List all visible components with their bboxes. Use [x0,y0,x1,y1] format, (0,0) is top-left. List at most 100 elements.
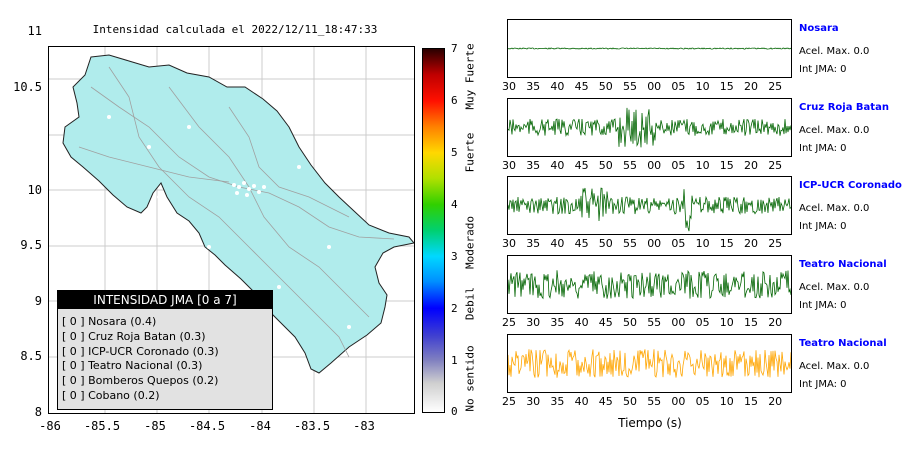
waveform-tick-label: 55 [647,395,662,408]
waveform-tick-label: 35 [550,395,565,408]
waveform-tick-label: 45 [574,237,589,250]
waveform-tick-label: 30 [502,237,516,250]
waveform-tick-label: 15 [719,237,734,250]
station-accel: Acel. Max. 0.0 [799,282,870,293]
waveform-tick-label: 10 [695,159,710,172]
waveform-tick-label: 50 [623,316,637,329]
waveform-tick-label: 45 [598,316,613,329]
waveform-tick-label: 40 [574,316,589,329]
legend-item: [ 0 ] Cobano (0.2) [62,388,160,402]
colorbar-tick: 2 [451,302,458,315]
colorbar-category: Fuerte [463,132,477,173]
waveform-tick-label: 25 [768,159,783,172]
waveform-tick-label: 00 [647,159,662,172]
waveform-tick-label: 10 [695,237,710,250]
legend-item: [ 0 ] Cruz Roja Batan (0.3) [62,329,206,343]
waveform-tick-label: 50 [598,159,613,172]
intensity-colorbar [422,48,445,413]
waveform-xlabel: Tiempo (s) [618,416,682,430]
waveform-tick-label: 35 [526,159,541,172]
waveform-tick-label: 15 [719,159,734,172]
waveform-tick-label: 55 [647,316,662,329]
waveform-tick-label: 45 [574,159,589,172]
map-xtick: -85.5 [83,419,121,433]
waveform-tick-label: 25 [768,80,783,93]
station-jma: Int JMA: 0 [799,143,847,154]
colorbar-tick: 0 [451,405,458,418]
map-title: Intensidad calculada el 2022/12/11_18:47… [92,23,378,36]
waveform-tick-label: 45 [574,80,589,93]
station-accel: Acel. Max. 0.0 [799,46,870,57]
waveform-tick-label: 10 [695,80,710,93]
waveform-tick-label: 20 [768,395,783,408]
waveform-tick-label: 00 [647,237,662,250]
legend-item: [ 0 ] Teatro Nacional (0.3) [62,359,203,373]
legend-item: [ 0 ] Bomberos Quepos (0.2) [62,374,219,388]
waveform-tick-label: 30 [526,395,541,408]
map-ytick: 10.5 [13,80,42,94]
map-ytick: 10 [27,183,42,197]
map-xtick: -86 [39,419,61,433]
waveform-panel[interactable] [507,176,792,235]
waveform-tick-label: 40 [574,395,589,408]
legend-header: INTENSIDAD JMA [0 a 7] [58,291,272,309]
waveform-tick-label: 30 [526,316,541,329]
waveform-tick-label: 05 [671,159,686,172]
waveform-tick-label: 20 [744,237,758,250]
waveform-tick-label: 00 [671,316,686,329]
station-jma: Int JMA: 0 [799,64,847,75]
waveform-tick-label: 35 [526,237,541,250]
waveform-trace [508,107,791,148]
colorbar-tick: 4 [451,198,458,211]
waveform-tick-label: 35 [526,80,541,93]
waveform-tick-label: 30 [502,80,516,93]
waveform-trace [508,47,791,50]
colorbar-tick: 5 [451,146,458,159]
waveform-panel[interactable] [507,255,792,314]
waveform-tick-label: 45 [598,395,613,408]
map-xtick: -84 [249,419,271,433]
legend-item: [ 0 ] Nosara (0.4) [62,315,157,328]
waveform-tick-label: 05 [695,395,710,408]
waveform-tick-label: 05 [695,316,710,329]
waveform-tick-label: 00 [671,395,686,408]
station-accel: Acel. Max. 0.0 [799,203,870,214]
colorbar-tick: 7 [451,42,458,55]
waveform-trace [508,187,791,232]
waveform-panel[interactable] [507,98,792,157]
station-name: Nosara [799,23,839,34]
colorbar-tick: 6 [451,94,458,107]
waveform-trace [508,269,791,300]
waveform-tick-label: 30 [502,159,516,172]
waveform-panel[interactable] [507,334,792,393]
intensity-legend: INTENSIDAD JMA [0 a 7] [ 0 ] Nosara (0.4… [57,290,273,410]
waveform-tick-row: 30 35 40 45 50 55 00 05 10 15 20 25 [502,159,798,173]
waveform-tick-label: 15 [719,80,734,93]
waveform-tick-label: 15 [744,316,758,329]
colorbar-tick: 1 [451,354,458,367]
waveform-tick-label: 25 [502,316,516,329]
waveform-tick-label: 00 [647,80,662,93]
waveform-tick-label: 55 [623,80,637,93]
waveform-tick-label: 20 [744,80,758,93]
waveform-trace [508,349,791,378]
map-ytick: 8 [34,405,42,419]
station-name: ICP-UCR Coronado [799,180,902,191]
station-jma: Int JMA: 0 [799,300,847,311]
station-name: Teatro Nacional [799,338,887,349]
colorbar-category: No sentido [463,345,477,412]
waveform-tick-label: 40 [550,159,565,172]
waveform-tick-label: 15 [744,395,758,408]
map-xtick: -84.5 [188,419,226,433]
waveform-tick-label: 55 [623,159,637,172]
map-ytick: 9 [34,294,42,308]
waveform-tick-label: 10 [719,316,734,329]
waveform-tick-label: 50 [598,80,613,93]
waveform-panel[interactable] [507,19,792,78]
waveform-tick-row: 30 35 40 45 50 55 00 05 10 15 20 25 [502,237,798,251]
waveform-tick-label: 25 [502,395,516,408]
colorbar-tick: 3 [451,250,458,263]
map-ytick: 11 [27,24,42,38]
station-accel: Acel. Max. 0.0 [799,361,870,372]
waveform-tick-label: 05 [671,80,686,93]
